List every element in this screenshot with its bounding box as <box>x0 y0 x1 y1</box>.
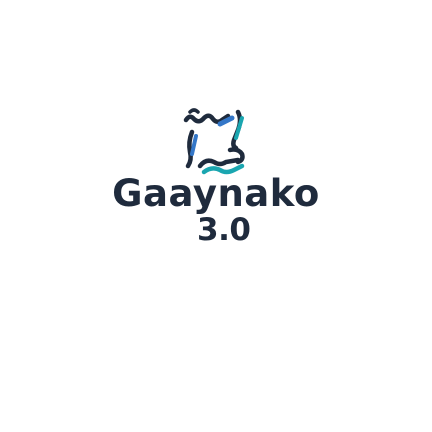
brand-name: Gaaynako <box>112 172 320 215</box>
version-label: 3.0 <box>197 212 251 248</box>
interlocking-arrows-logo-icon <box>183 108 245 175</box>
